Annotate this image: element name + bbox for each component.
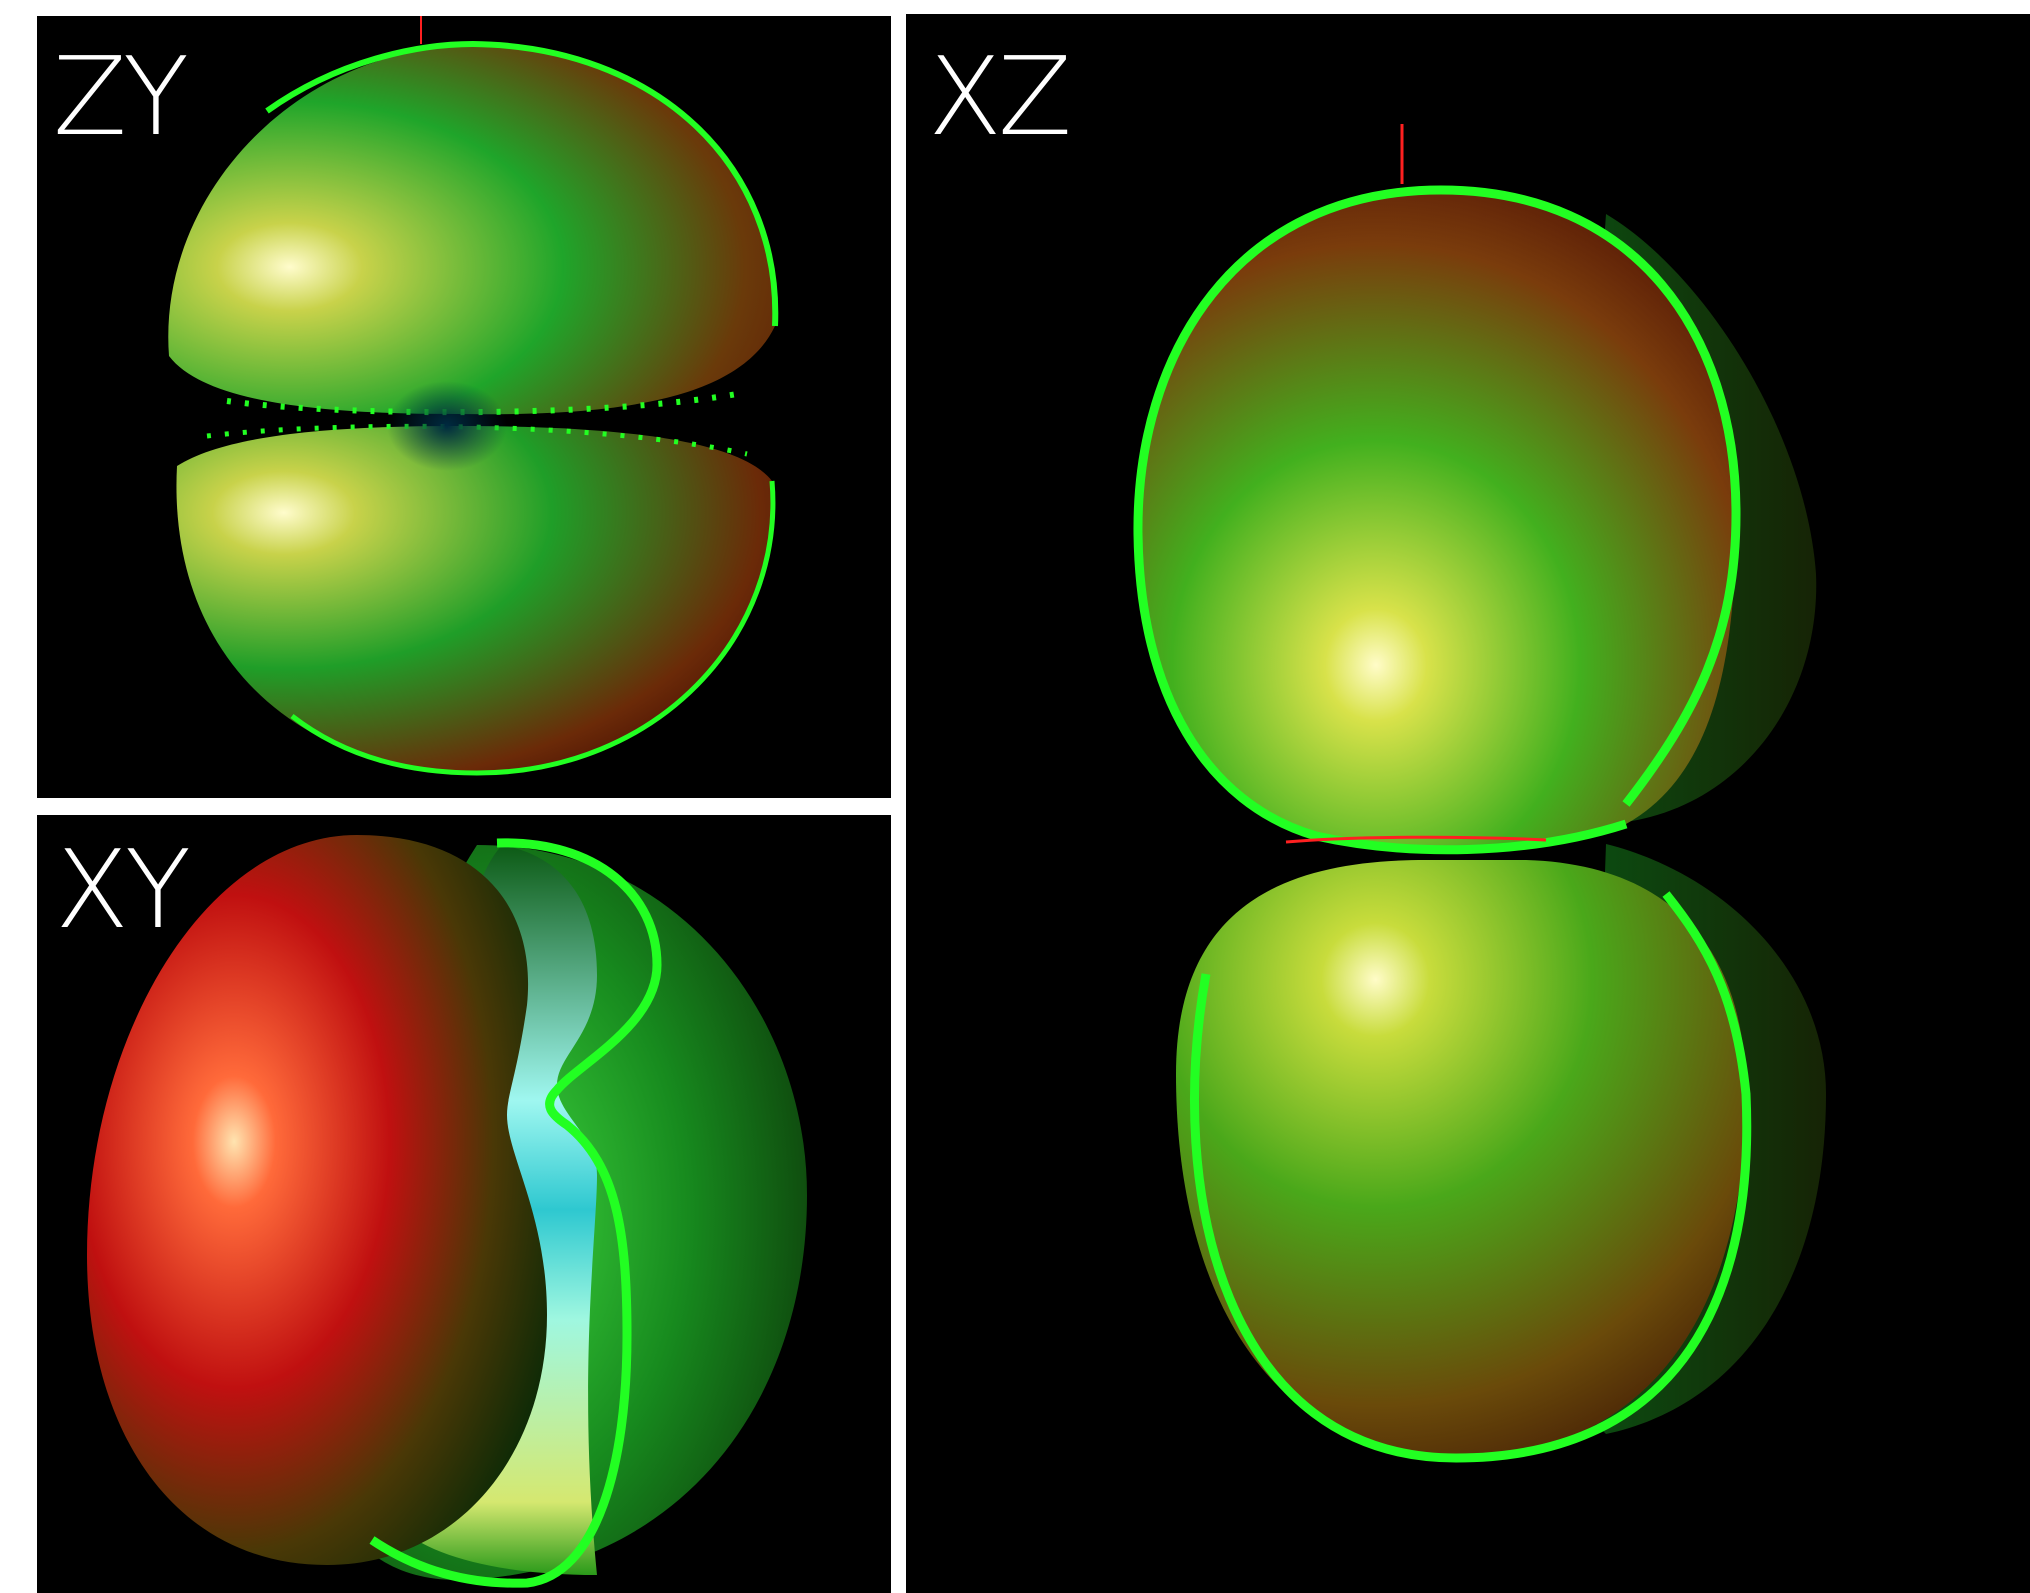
upper-lobe bbox=[1136, 190, 1736, 850]
zy-rendering bbox=[168, 16, 779, 776]
xz-rendering bbox=[1133, 124, 1826, 1463]
panel-label-xz: XZ bbox=[928, 35, 1072, 160]
panel-label-zy: ZY bbox=[53, 35, 189, 160]
xy-rendering bbox=[87, 835, 807, 1588]
lower-lobe bbox=[176, 426, 773, 773]
panel-xz: XZ bbox=[906, 14, 2030, 1593]
saddle-outline bbox=[369, 838, 662, 1588]
upper-lobe bbox=[168, 46, 776, 415]
upper-lobe-outline bbox=[1133, 185, 1741, 855]
lower-lobe-outline bbox=[290, 480, 776, 776]
panel-label-xy: XY bbox=[55, 828, 191, 953]
dark-center-region bbox=[387, 381, 507, 471]
lower-lobe bbox=[1176, 860, 1746, 1458]
equator-red-line bbox=[1285, 835, 1547, 844]
panel-zy: ZY bbox=[37, 16, 891, 798]
front-lobe bbox=[87, 835, 547, 1565]
lower-lobe-outline bbox=[1190, 891, 1752, 1463]
panel-xy: XY bbox=[37, 815, 891, 1593]
upper-lobe-outline bbox=[265, 40, 779, 327]
